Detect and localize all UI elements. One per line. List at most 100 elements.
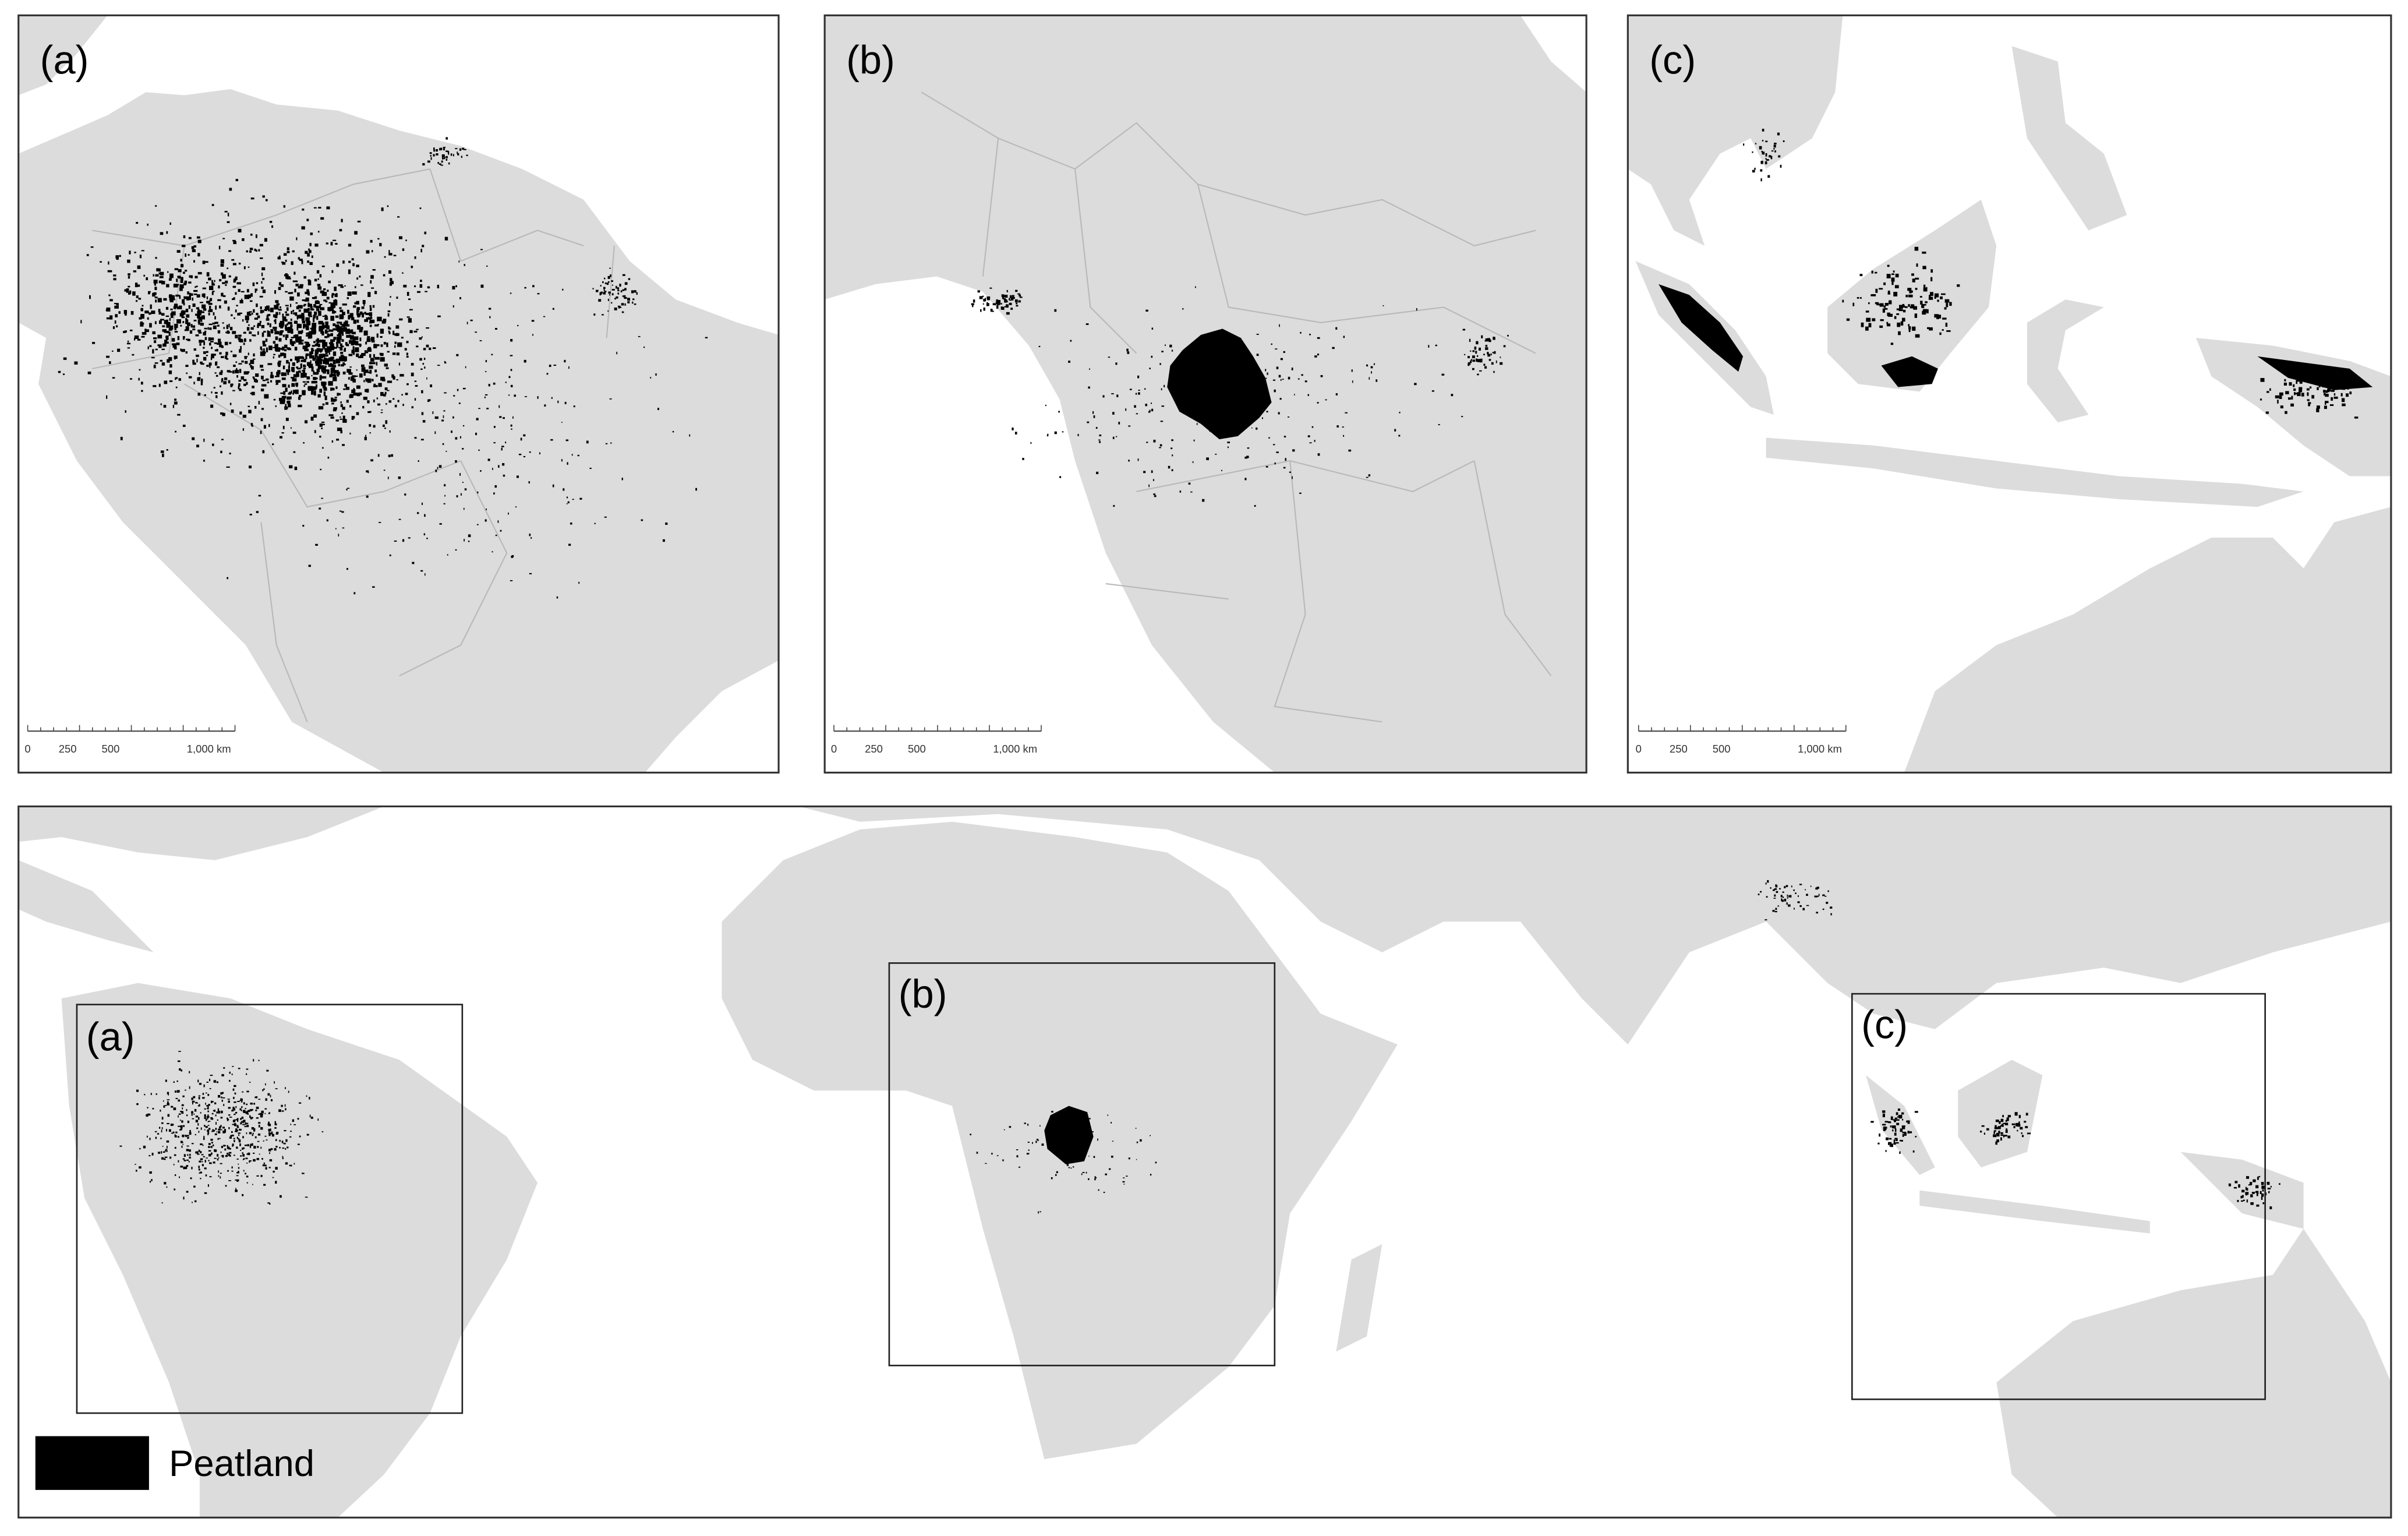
peat-dot [297, 292, 300, 296]
peat-dot [256, 313, 259, 316]
peat-dot [1292, 476, 1293, 479]
peat-dot [178, 1115, 179, 1118]
peat-dot [321, 331, 324, 336]
peat-dot [1773, 898, 1776, 899]
peat-dot [315, 305, 320, 309]
peat-dot [222, 1097, 225, 1099]
peat-dot [245, 1108, 247, 1110]
peat-dot [166, 231, 168, 234]
peat-dot [1894, 316, 1897, 319]
peat-dot [406, 352, 408, 356]
peat-dot [326, 242, 328, 245]
peat-dot [298, 1102, 302, 1104]
peat-dot [369, 307, 372, 312]
peat-dot [1158, 447, 1162, 449]
peat-dot [1272, 444, 1275, 446]
peat-dot [229, 342, 232, 344]
peat-dot [243, 1159, 244, 1160]
peat-dot [239, 1100, 242, 1101]
peat-dot [180, 1140, 182, 1143]
peat-dot [312, 370, 315, 372]
peat-dot [434, 416, 439, 419]
peat-dot [266, 378, 269, 381]
peat-dot [376, 362, 378, 366]
peat-dot [202, 287, 206, 289]
peat-dot [234, 1108, 235, 1111]
peat-layer [1743, 128, 2359, 419]
peat-dot [1908, 324, 1910, 327]
peat-dot [322, 447, 324, 449]
peat-dot [334, 370, 339, 374]
peat-dot [342, 444, 345, 446]
peat-dot [174, 401, 178, 405]
peat-dot [607, 281, 610, 283]
peat-dot [1797, 895, 1799, 897]
peat-dot [317, 284, 321, 287]
peat-dot [210, 1075, 213, 1076]
peat-dot [178, 1125, 181, 1127]
peat-dot [485, 394, 488, 396]
peat-dot [253, 379, 257, 383]
peat-dot [303, 364, 306, 368]
peat-dot [296, 315, 302, 319]
peat-dot [186, 372, 188, 375]
peat-dot [1946, 330, 1951, 332]
peat-dot [2354, 416, 2359, 419]
peat-dot [144, 329, 149, 333]
peat-dot [245, 1173, 246, 1175]
peat-dot [2262, 1202, 2265, 1205]
peat-dot [137, 265, 141, 269]
peat-dot [163, 1105, 165, 1108]
peat-dot [218, 341, 222, 345]
peat-dot [1896, 313, 1900, 315]
peat-dot [394, 345, 396, 348]
peat-dot [206, 1081, 209, 1083]
peat-dot [2000, 1137, 2002, 1141]
peat-dot [279, 312, 281, 315]
peat-dot [365, 389, 367, 393]
peat-dot [302, 209, 305, 211]
peat-dot [495, 534, 497, 536]
peat-dot [199, 1083, 202, 1085]
peat-dot [422, 245, 425, 248]
peat-dot [232, 390, 235, 391]
peat-dot [210, 1139, 213, 1141]
peat-dot [372, 269, 376, 271]
peat-dot [263, 341, 265, 345]
peat-dot [276, 303, 280, 306]
peat-dot [2241, 1200, 2244, 1202]
peat-dot [1826, 902, 1829, 904]
peat-dot [306, 376, 310, 380]
peat-dot [380, 376, 385, 381]
peat-dot [1889, 1138, 1892, 1140]
peat-dot [1886, 274, 1891, 278]
peat-dot [262, 1089, 264, 1092]
peat-dot [445, 158, 448, 161]
peat-dot [319, 356, 324, 359]
peat-dot [252, 334, 253, 336]
peat-dot [187, 291, 190, 295]
peat-dot [1775, 885, 1778, 888]
peat-dot [246, 312, 250, 316]
peat-dot [1221, 469, 1222, 471]
peat-dot [2317, 407, 2319, 410]
peat-dot [1934, 296, 1936, 299]
peat-dot [309, 242, 312, 246]
peat-dot [448, 162, 450, 165]
peat-dot [327, 289, 329, 292]
peat-dot [206, 272, 210, 277]
peat-dot [195, 286, 197, 288]
peat-dot [316, 368, 320, 372]
peat-dot [1194, 286, 1196, 288]
peat-dot [1774, 888, 1777, 890]
peat-dot [356, 412, 359, 415]
peat-dot [273, 341, 276, 344]
peat-dot [491, 354, 493, 355]
peat-dot [443, 147, 446, 149]
peat-dot [242, 1136, 244, 1139]
peat-dot [193, 320, 197, 322]
peat-dot [287, 396, 292, 400]
peat-dot [261, 408, 264, 410]
peat-dot [275, 382, 278, 385]
peat-dot [1150, 1135, 1151, 1136]
